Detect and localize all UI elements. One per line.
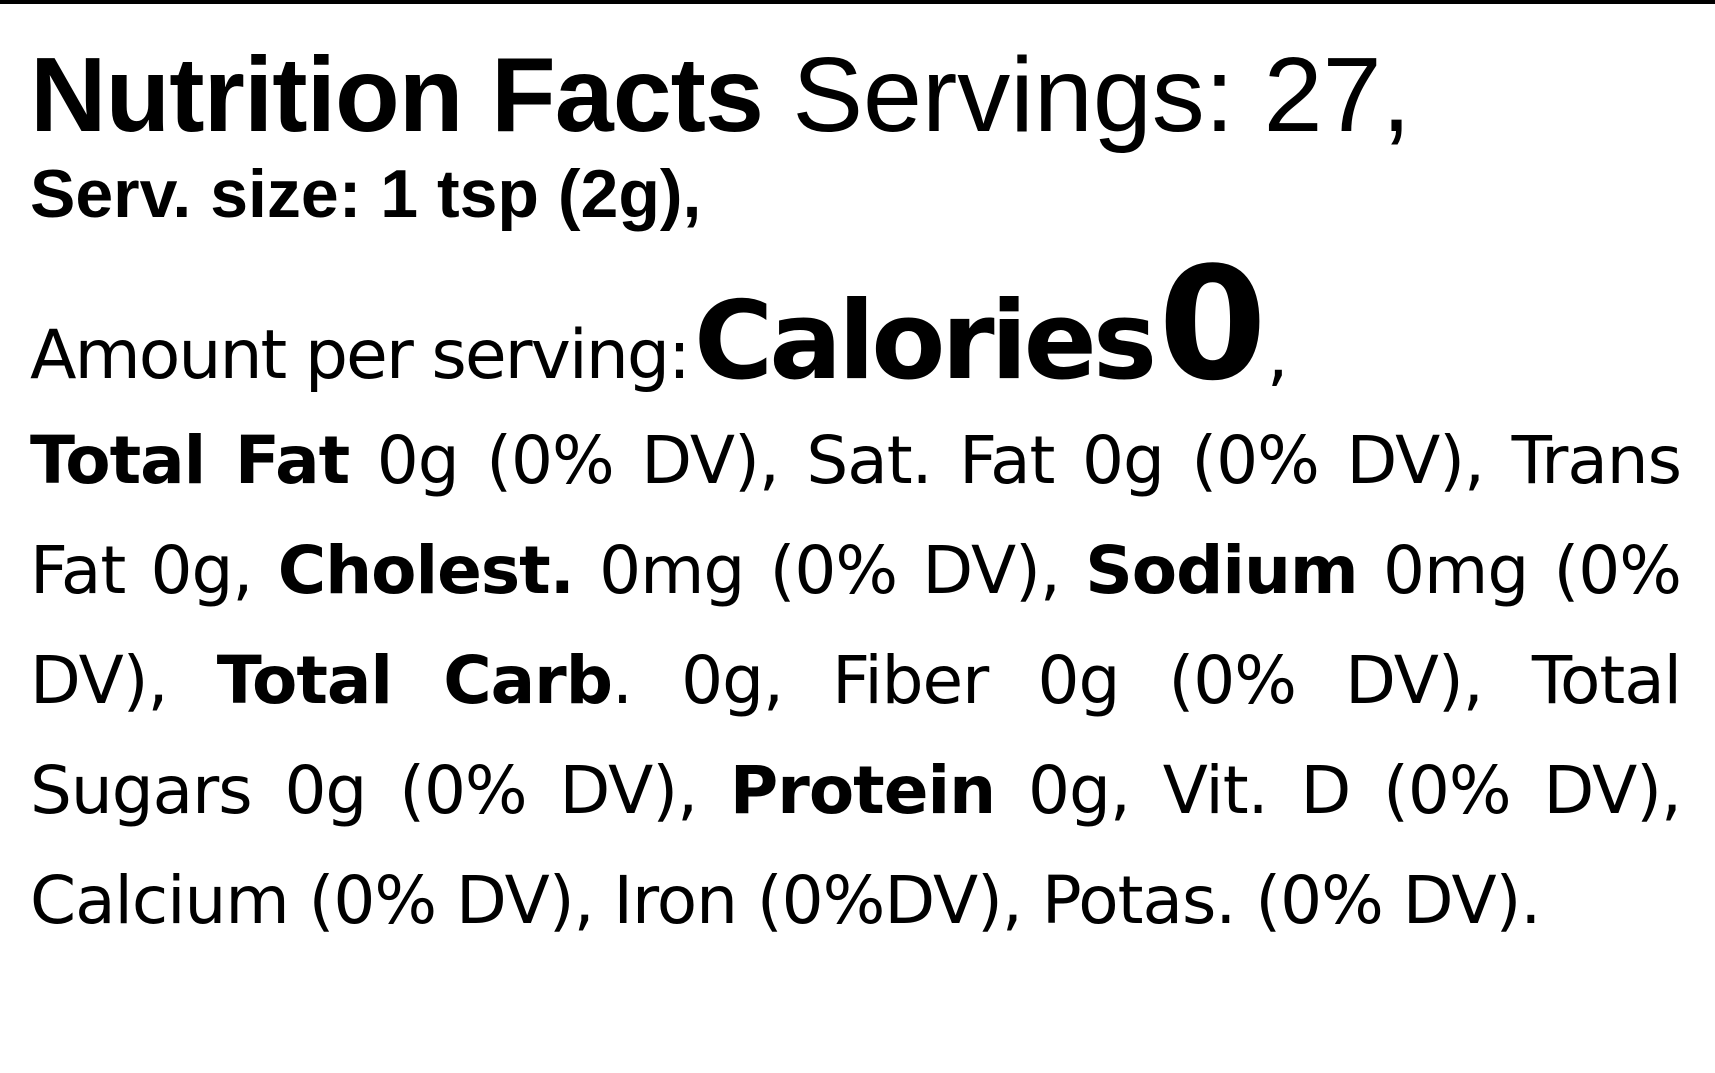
nutrient-name: Total Fat — [30, 422, 350, 499]
nutrient-text: 0mg (0% DV), — [599, 532, 1061, 609]
calories-comma: , — [1266, 316, 1289, 395]
amount-label: Amount per serving: — [30, 316, 691, 395]
nutrient-name: Cholest. — [277, 532, 575, 609]
nutrient-text: 0g, Vit. D (0% DV), Calcium (0% DV), Iro… — [30, 752, 1682, 939]
calories-value: 0 — [1158, 233, 1267, 415]
calories-label: Calories — [694, 279, 1157, 404]
calories-line: Amount per serving: Calories 0, — [30, 246, 1681, 402]
nutrient-text: . 0g, Fiber 0g (0% DV), Total Sugars 0g … — [30, 642, 1682, 829]
nutrient-name: Total Carb — [216, 642, 613, 719]
nutrient-text: 0g (0% DV), Sat. Fat 0g (0% DV), Trans F… — [30, 422, 1682, 609]
header-line: Nutrition Facts Servings: 27, — [30, 42, 1681, 148]
nutrient-name: Sodium — [1085, 532, 1359, 609]
servings: Servings: 27, — [792, 36, 1412, 154]
serving-size: Serv. size: 1 tsp (2g), — [30, 156, 702, 232]
title: Nutrition Facts — [30, 36, 764, 154]
nutrient-text: 0mg (0% DV), — [30, 532, 1682, 719]
nutrient-list: Total Fat 0g (0% DV), Sat. Fat 0g (0% DV… — [30, 406, 1682, 956]
nutrient-name: Protein — [729, 752, 996, 829]
